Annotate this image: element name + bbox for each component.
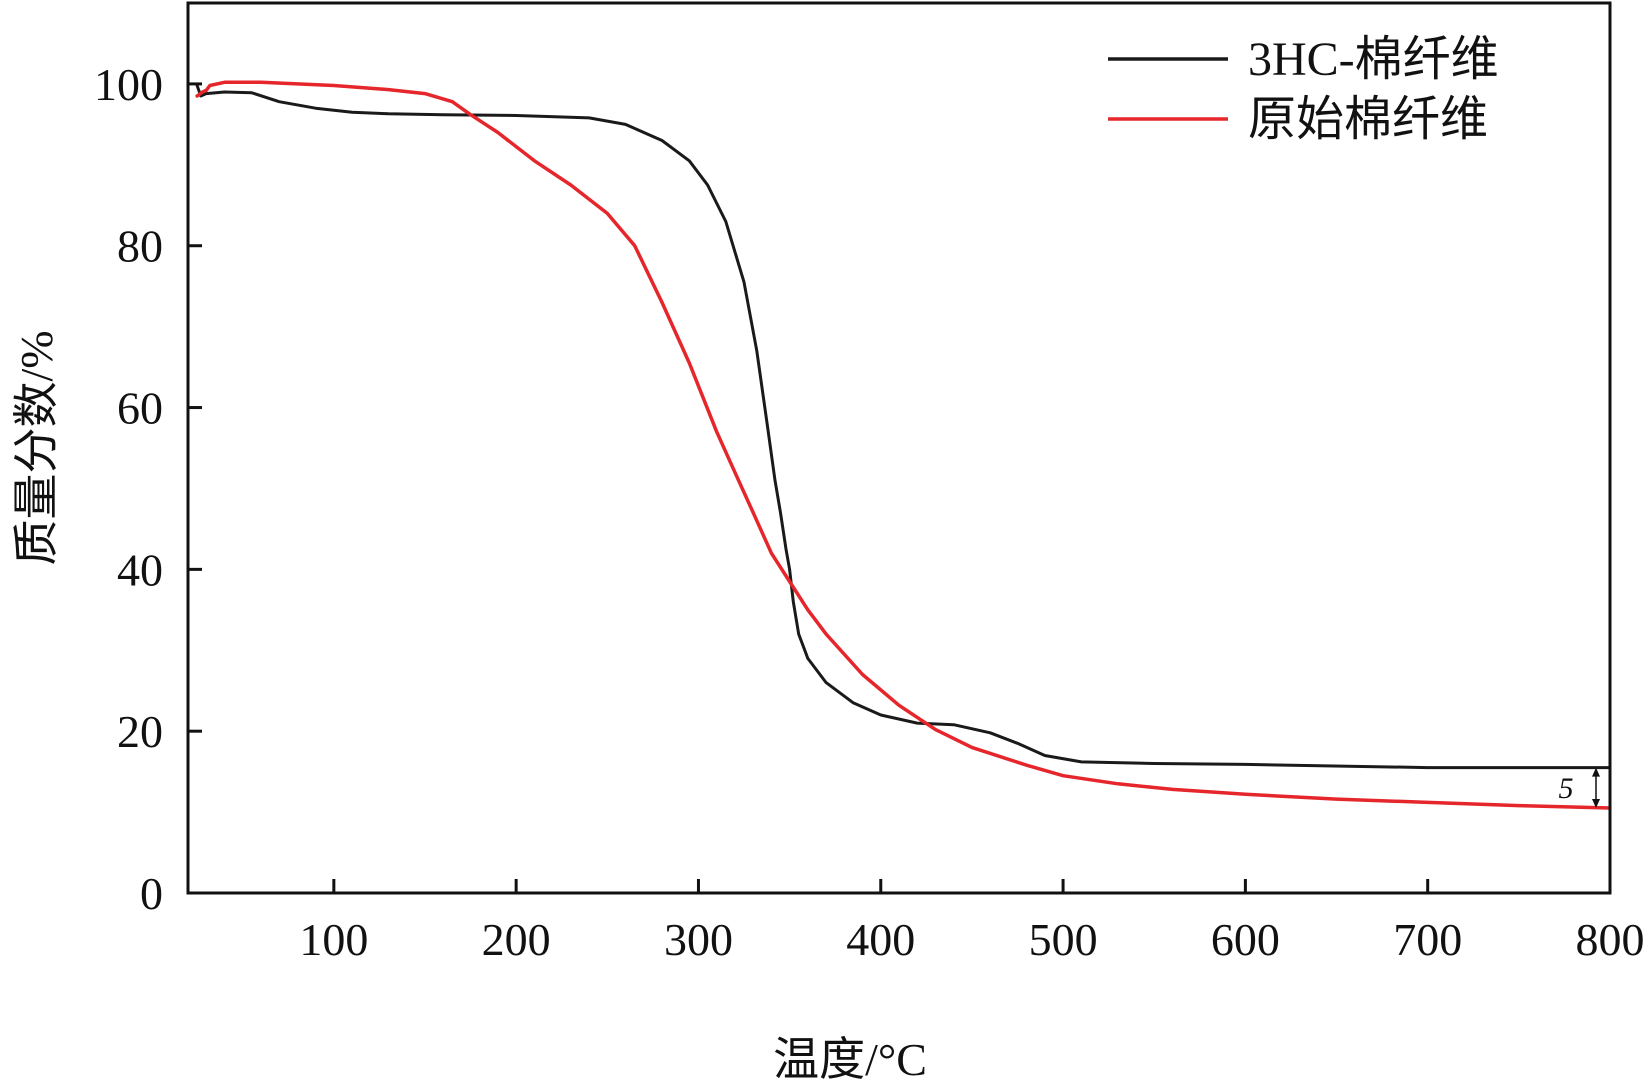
y-axis-title: 质量分数/% [11,330,62,565]
y-tick-label: 20 [117,706,163,757]
plot-frame [186,1,1612,895]
x-axis-ticks: 100 200 300 400 500 600 700 800 [299,879,1645,965]
x-tick-label: 300 [664,914,733,965]
x-tick-label: 800 [1576,914,1645,965]
series-line-1 [195,84,1610,770]
y-axis-ticks: 0 20 40 60 80 100 [94,59,202,919]
x-tick-label: 500 [1029,914,1098,965]
y-tick-label: 0 [140,868,163,919]
y-tick-label: 60 [117,383,163,434]
series-line-2 [195,80,1610,810]
y-tick-label: 40 [117,544,163,595]
x-tick-label: 600 [1211,914,1280,965]
legend-label: 原始棉纤维 [1248,93,1488,146]
x-tick-label: 700 [1393,914,1462,965]
x-tick-label: 200 [482,914,551,965]
y-tick-label: 100 [94,59,163,110]
annotation-layer: 5 [1559,767,1600,809]
x-tick-label: 400 [846,914,915,965]
annotation-label: 5 [1559,772,1574,805]
x-tick-label: 100 [299,914,368,965]
annotation-arrowhead-up [1592,767,1600,777]
x-axis-title: 温度/°C [773,1034,927,1085]
legend-label: 3HC-棉纤维 [1248,33,1499,86]
series-layer [195,80,1610,810]
annotation-arrowhead-down [1592,799,1600,809]
y-tick-label: 80 [117,221,163,272]
